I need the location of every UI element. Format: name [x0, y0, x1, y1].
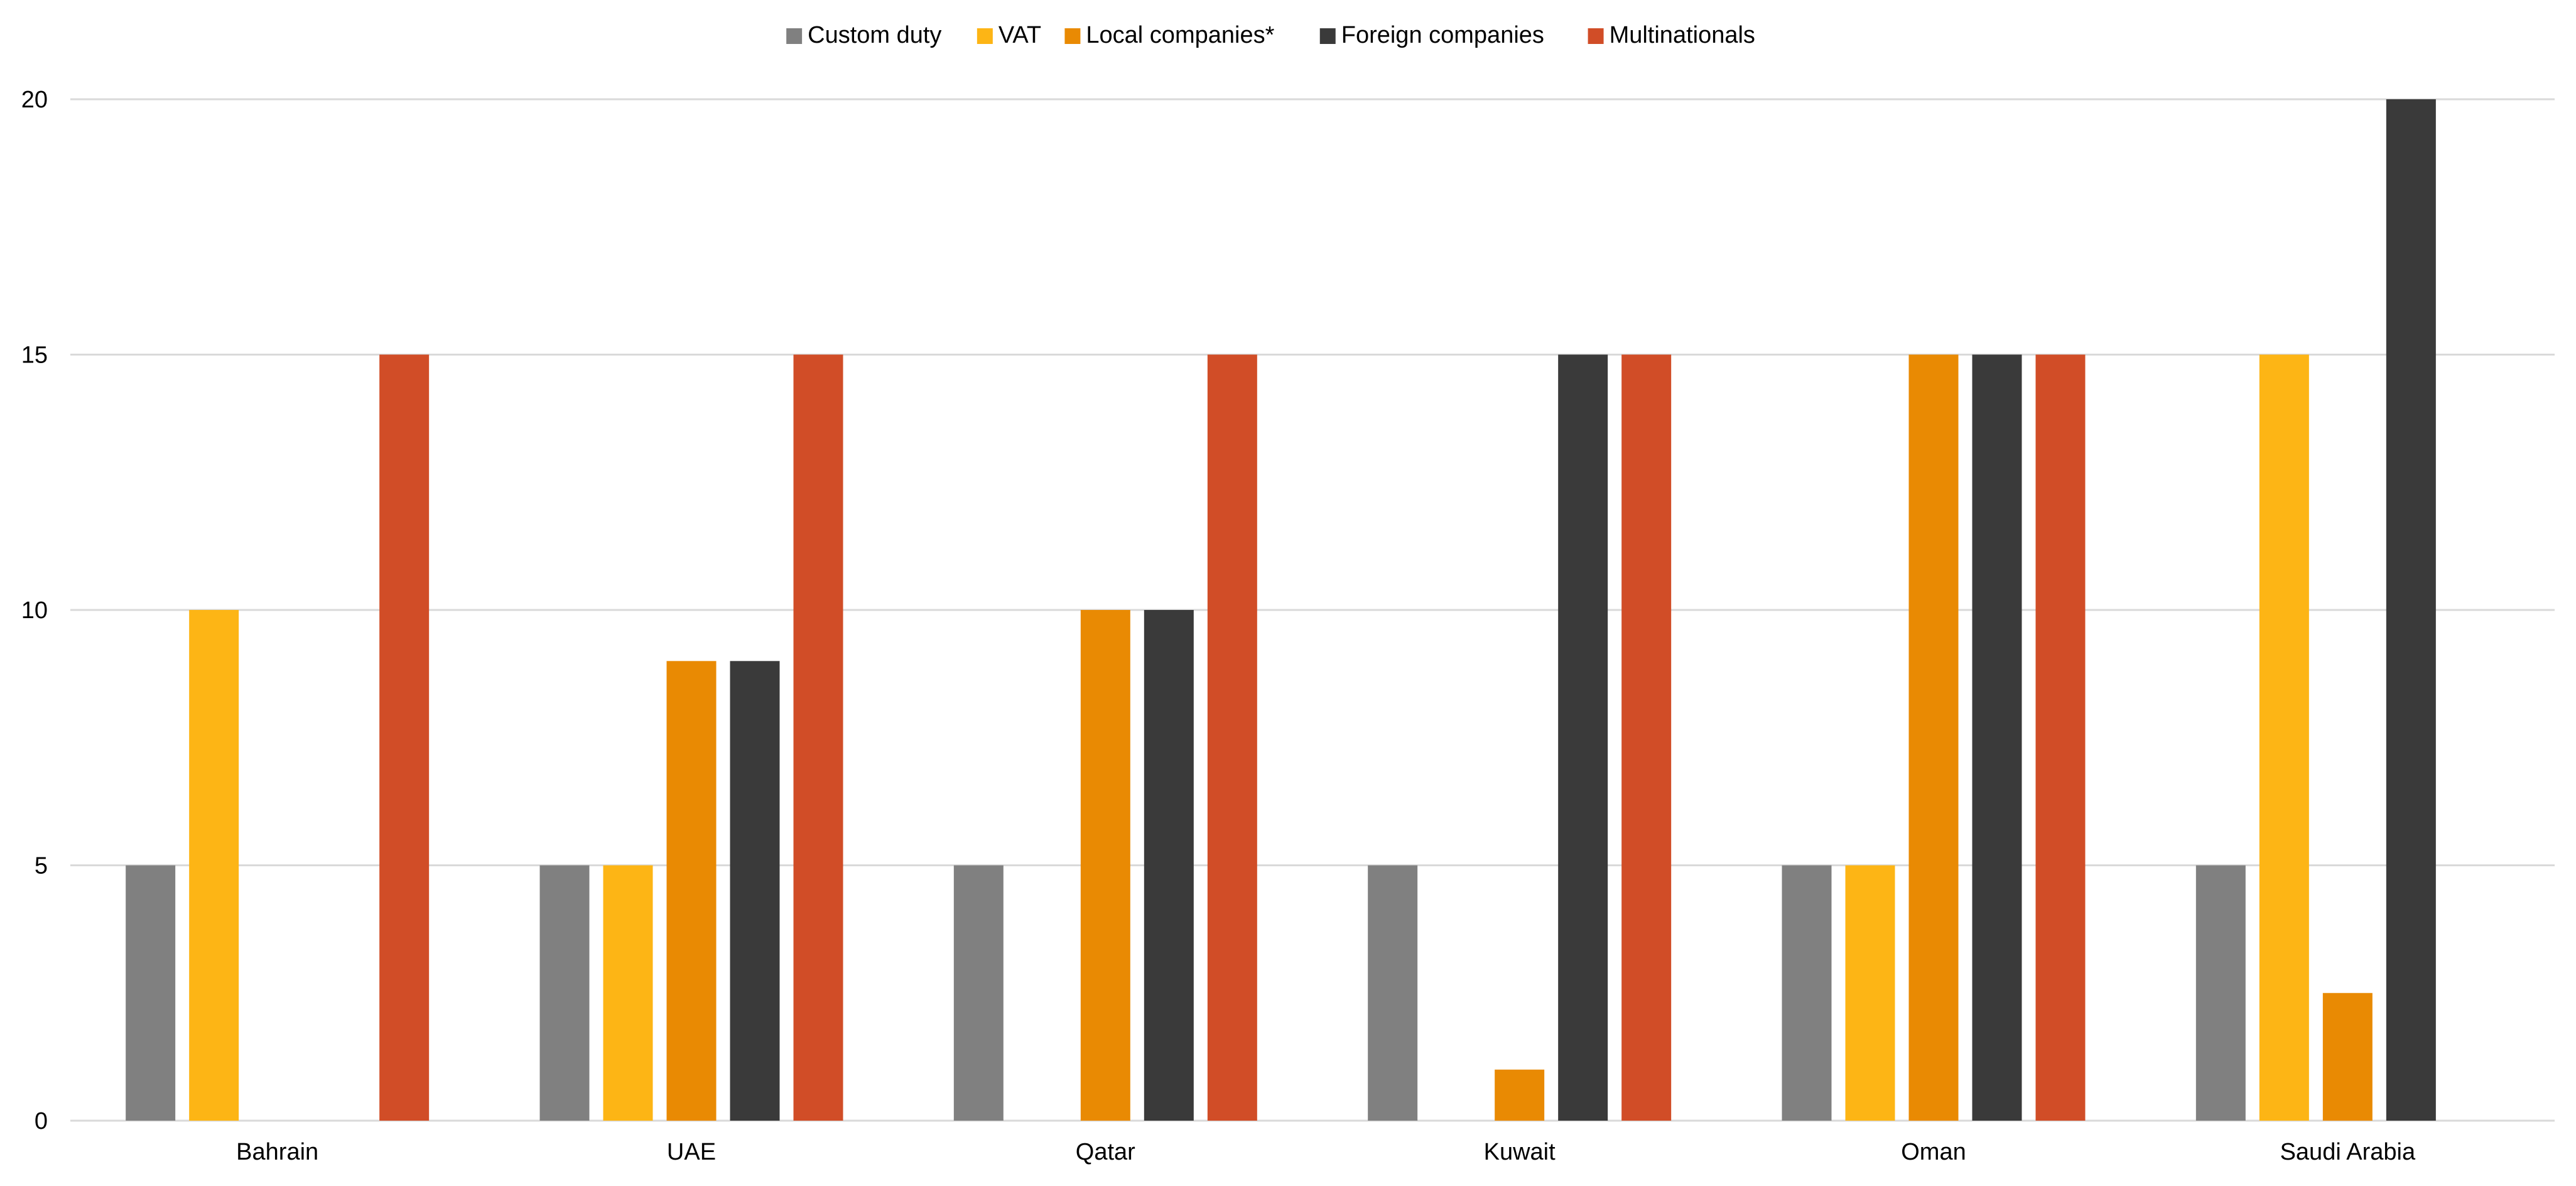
bar-custom-duty-bahrain	[126, 865, 176, 1121]
bar-multinationals-kuwait	[1621, 354, 1672, 1121]
y-tick-label: 20	[21, 87, 48, 113]
y-tick-label: 0	[35, 1108, 48, 1134]
bar-multinationals-bahrain	[379, 354, 430, 1121]
bar-multinationals-oman	[2035, 354, 2086, 1121]
bar-multinationals-uae	[793, 354, 843, 1121]
x-tick-label: Oman	[1901, 1139, 1966, 1165]
bar-custom-duty-kuwait	[1368, 865, 1418, 1121]
legend-label: Custom duty	[808, 22, 941, 48]
legend-swatch	[786, 28, 803, 44]
x-tick-label: Bahrain	[236, 1139, 318, 1165]
x-tick-label: UAE	[667, 1139, 716, 1165]
x-axis-ticks: Bahrain UAE Qatar Kuwait Oman Saudi Arabia	[236, 1139, 2416, 1165]
bar-vat-saudi-arabia	[2259, 354, 2309, 1121]
legend-label: Local companies*	[1086, 22, 1274, 48]
bar-foreign-companies-oman	[1972, 354, 2022, 1121]
bar-local-companies-uae	[666, 661, 717, 1121]
legend: Custom duty VAT Local companies* Foreign co…	[786, 22, 1755, 48]
bar-vat-bahrain	[189, 610, 239, 1121]
legend-label: Foreign companies	[1341, 22, 1544, 48]
bar-custom-duty-qatar	[953, 865, 1004, 1121]
legend-swatch	[977, 28, 993, 44]
y-tick-label: 15	[21, 342, 48, 369]
gridlines	[70, 98, 2555, 1122]
bar-custom-duty-uae	[539, 865, 590, 1121]
bar-local-companies-oman	[1908, 354, 1959, 1121]
bar-vat-uae	[603, 865, 653, 1121]
legend-item: Local companies*	[1064, 22, 1275, 48]
bar-custom-duty-oman	[1782, 865, 1832, 1121]
legend-item: VAT	[977, 22, 1041, 48]
bar-multinationals-qatar	[1207, 354, 1257, 1121]
x-tick-label: Qatar	[1076, 1139, 1135, 1165]
bar-foreign-companies-kuwait	[1558, 354, 1608, 1121]
x-tick-label: Kuwait	[1484, 1139, 1556, 1165]
bar-vat-oman	[1845, 865, 1895, 1121]
legend-swatch	[1588, 28, 1604, 44]
y-tick-label: 5	[35, 853, 48, 879]
bars	[126, 99, 2436, 1121]
legend-label: VAT	[998, 22, 1041, 48]
bar-foreign-companies-saudi-arabia	[2386, 99, 2436, 1121]
bar-foreign-companies-qatar	[1144, 610, 1194, 1121]
legend-swatch	[1064, 28, 1081, 44]
bar-local-companies-saudi-arabia	[2322, 993, 2373, 1121]
legend-label: Multinationals	[1610, 22, 1755, 48]
bar-custom-duty-saudi-arabia	[2195, 865, 2246, 1121]
legend-item: Multinationals	[1588, 22, 1755, 48]
bar-local-companies-qatar	[1080, 610, 1130, 1121]
legend-swatch	[1319, 28, 1336, 44]
y-axis-ticks: 0 5 10 15 20	[21, 87, 48, 1134]
bar-local-companies-kuwait	[1495, 1069, 1545, 1121]
bar-foreign-companies-uae	[730, 661, 780, 1121]
legend-item: Foreign companies	[1319, 22, 1544, 48]
x-tick-label: Saudi Arabia	[2280, 1139, 2416, 1165]
legend-item: Custom duty	[786, 22, 941, 48]
y-tick-label: 10	[21, 597, 48, 624]
